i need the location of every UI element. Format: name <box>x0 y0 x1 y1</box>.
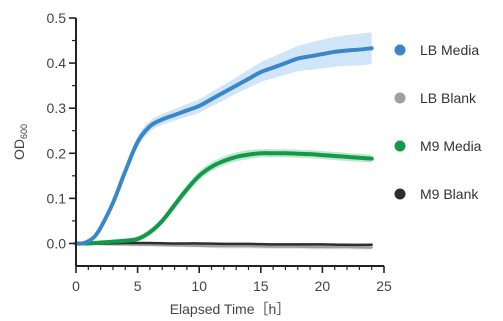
legend-marker-lb-blank <box>394 92 406 104</box>
y-axis-title-subscript: 600 <box>19 124 29 139</box>
legend-item-m9-blank: M9 Blank <box>394 186 479 202</box>
x-ticks: 0 5 10 15 20 25 <box>72 266 392 294</box>
legend-marker-m9-blank <box>394 188 406 200</box>
lb-media-line <box>74 46 374 246</box>
legend-label-m9-media: M9 Media <box>420 138 482 154</box>
legend-item-lb-media: LB Media <box>394 42 479 58</box>
legend-item-lb-blank: LB Blank <box>394 90 477 106</box>
legend-label-m9-blank: M9 Blank <box>420 186 479 202</box>
y-tick-label: 0.1 <box>47 190 67 206</box>
legend-marker-lb-media <box>394 44 406 56</box>
legend-item-m9-media: M9 Media <box>394 138 482 154</box>
legend-label-lb-blank: LB Blank <box>420 90 477 106</box>
x-tick-label: 5 <box>134 278 142 294</box>
x-tick-label: 25 <box>376 278 392 294</box>
y-axis-title: OD600 <box>11 124 29 160</box>
m9-media-band <box>76 149 372 246</box>
confidence-bands <box>76 32 372 250</box>
legend-label-lb-media: LB Media <box>420 42 479 58</box>
x-tick-label: 20 <box>315 278 331 294</box>
x-tick-label: 15 <box>253 278 269 294</box>
y-axis-title-main: OD <box>11 139 27 160</box>
y-axis-title-group: OD600 <box>11 124 29 160</box>
lb-blank-line <box>74 242 373 249</box>
y-tick-label: 0.2 <box>47 145 67 161</box>
y-tick-label: 0.5 <box>47 10 67 26</box>
series-lines <box>74 46 374 249</box>
y-tick-label: 0.0 <box>47 235 67 251</box>
y-tick-label: 0.4 <box>47 55 67 71</box>
m9-media-line <box>74 151 374 246</box>
m9-blank-line <box>74 241 373 247</box>
legend: LB Media LB Blank M9 Media M9 Blank <box>394 42 482 202</box>
axes: 0 5 10 15 20 25 0.0 0.1 0.2 0.3 0.4 0.5 <box>47 10 392 294</box>
y-ticks: 0.0 0.1 0.2 0.3 0.4 0.5 <box>47 10 76 251</box>
lb-media-band <box>76 32 372 246</box>
x-tick-label: 0 <box>72 278 80 294</box>
x-axis-title: Elapsed Time［h］ <box>170 301 291 317</box>
x-tick-label: 10 <box>191 278 207 294</box>
y-tick-label: 0.3 <box>47 100 67 116</box>
legend-marker-m9-media <box>394 140 406 152</box>
